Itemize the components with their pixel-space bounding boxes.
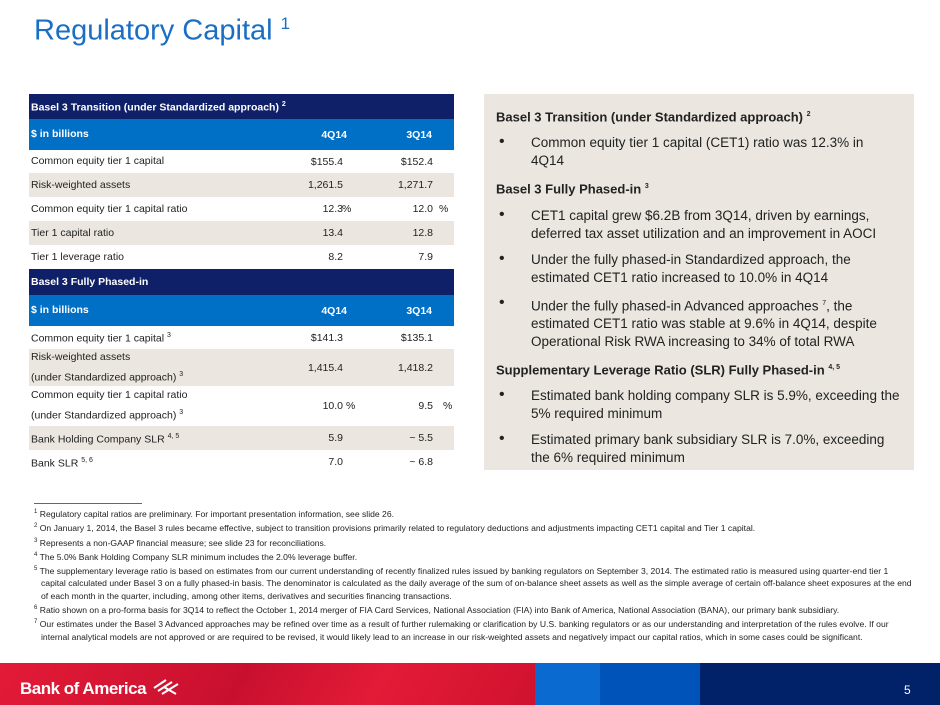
page-title: Regulatory Capital 1 — [34, 14, 291, 47]
table-row: Risk-weighted assets 1,261.5 1,271.7 — [29, 173, 454, 197]
footnote: 7 Our estimates under the Basel 3 Advanc… — [34, 619, 889, 642]
table-row: Common equity tier 1 capital ratio (under… — [31, 389, 453, 422]
flag-icon — [153, 679, 179, 695]
table-row: Bank Holding Company SLR 4, 5 5.9 ~ 5.5 — [29, 426, 454, 450]
section-heading: Basel 3 Transition (under Standardized a… — [496, 109, 811, 125]
bullet: Under the fully phased-in Advanced appro… — [496, 294, 900, 352]
table-header: Basel 3 Fully Phased-in — [29, 269, 454, 295]
footnotes: 1 Regulatory capital ratios are prelimin… — [34, 503, 914, 643]
commentary-panel: Basel 3 Transition (under Standardized a… — [484, 94, 914, 470]
footnote: 3 Represents a non-GAAP financial measur… — [34, 537, 327, 548]
footnote: 4 The 5.0% Bank Holding Company SLR mini… — [34, 551, 358, 562]
table-row: Common equity tier 1 capital 3 $141.3 $135… — [31, 331, 433, 345]
footnote: 5 The supplementary leverage ratio is ba… — [34, 565, 912, 601]
footer-band — [0, 663, 940, 705]
bullet: CET1 capital grew $6.2B from 3Q14, drive… — [496, 206, 900, 243]
bullet: Common equity tier 1 capital (CET1) rati… — [496, 133, 900, 170]
column-header: $ in billions 4Q14 3Q14 — [29, 119, 454, 150]
footnote: 2 On January 1, 2014, the Basel 3 rules … — [34, 523, 756, 534]
table-row: Common equity tier 1 capital ratio 12.3% 1… — [31, 202, 449, 216]
table-row: Common equity tier 1 capital $155.4 $152.4 — [31, 155, 433, 168]
column-header: $ in billions 4Q14 3Q14 — [29, 295, 454, 326]
footnote: 6 Ratio shown on a pro-forma basis for 3… — [34, 605, 840, 615]
table-row: Risk-weighted assets (under Standardized … — [29, 349, 454, 386]
footnote-divider — [34, 503, 142, 504]
footnote: 1 Regulatory capital ratios are prelimin… — [34, 508, 394, 519]
table-header: Basel 3 Transition (under Standardized a… — [29, 94, 454, 119]
section-heading: Basel 3 Fully Phased-in 3 — [496, 181, 649, 197]
page-number: 5 — [904, 683, 911, 697]
capital-table: Basel 3 Transition (under Standardized a… — [29, 94, 454, 474]
bullet: Estimated bank holding company SLR is 5.… — [496, 386, 900, 423]
bullet: Estimated primary bank subsidiary SLR is… — [496, 430, 900, 467]
bank-of-america-logo: Bank of America — [20, 678, 180, 699]
bullet: Under the fully phased-in Standardized a… — [496, 250, 900, 287]
section-heading: Supplementary Leverage Ratio (SLR) Fully… — [496, 362, 840, 378]
table-row: Bank SLR 5, 6 7.0 ~ 6.8 — [31, 456, 433, 470]
table-row: Tier 1 leverage ratio 8.2 7.9 — [31, 250, 433, 264]
table-row: Tier 1 capital ratio 13.4 12.8 — [29, 221, 454, 245]
